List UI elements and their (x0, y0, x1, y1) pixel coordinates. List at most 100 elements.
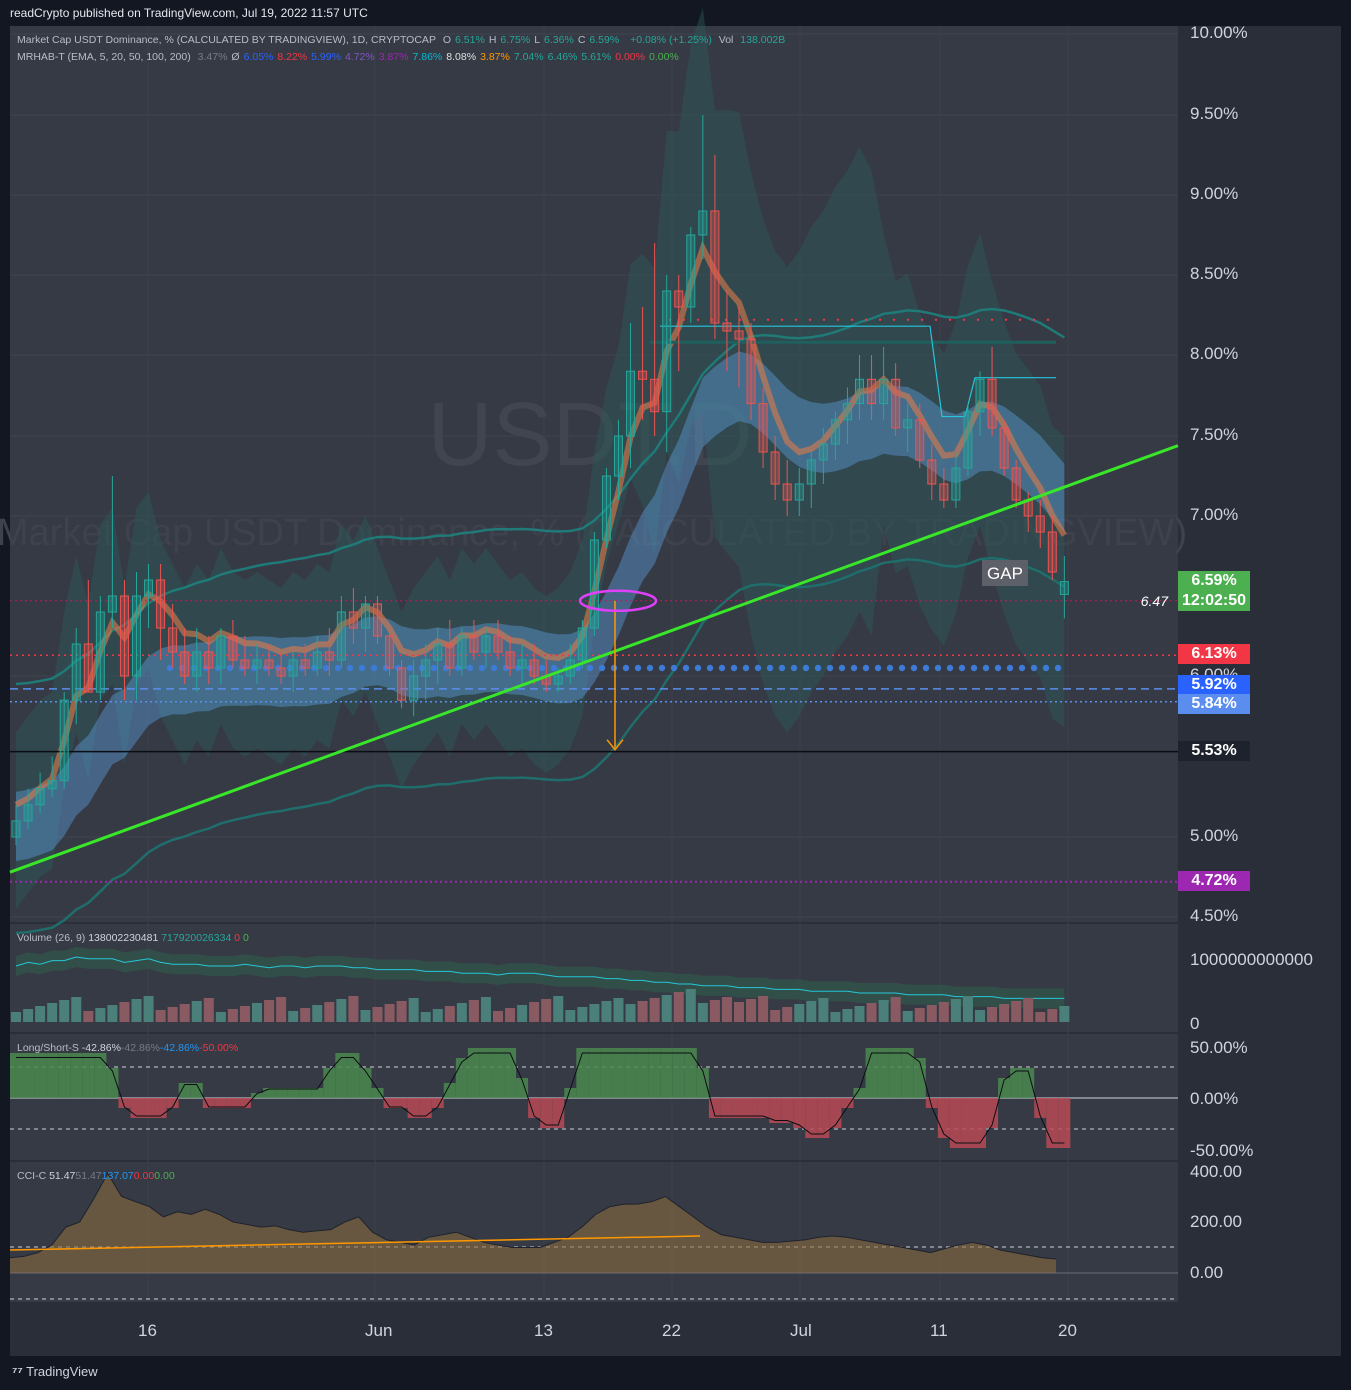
volume-legend[interactable]: Volume (26, 9) 138002230481 717920026334… (17, 932, 249, 944)
footer-label: TradingView (26, 1364, 98, 1379)
candle-body (686, 234, 696, 308)
resistance-dot (1004, 318, 1008, 321)
ls-bar (58, 1053, 71, 1098)
candle-body (903, 419, 913, 429)
candle-body (1035, 515, 1045, 533)
ls-legend[interactable]: Long/Short-S -42.86%-42.86%-42.86%-50.00… (17, 1042, 238, 1054)
support-dot (754, 664, 762, 672)
volume-title: Volume (26, 9) (17, 932, 86, 944)
ls-bar (347, 1053, 360, 1098)
volume-bar (950, 999, 961, 1022)
ema-fast-orange (14, 240, 1067, 808)
volume-bar (625, 1004, 636, 1022)
volume-bar (384, 1004, 395, 1022)
volume-bar (239, 1006, 250, 1022)
ls-bar (323, 1068, 336, 1098)
candle-body (83, 643, 93, 693)
volume-bar (505, 1008, 516, 1022)
candle-body (722, 322, 732, 332)
candle-body (312, 651, 322, 669)
candle-body (433, 643, 443, 661)
cci-value-2: 137.07 (101, 1170, 134, 1182)
candle-body (710, 210, 720, 324)
volume-bar (35, 1006, 46, 1022)
tradingview-logo[interactable]: ⁷⁷ TradingView (12, 1364, 98, 1379)
candle-body (95, 611, 105, 693)
price-tag-value: 6.59% (1191, 571, 1237, 589)
support-dot (622, 664, 630, 672)
volume-bar (155, 1010, 166, 1022)
volume-bar (23, 1009, 34, 1022)
candle-body (264, 659, 274, 669)
volume-bar (589, 1004, 600, 1022)
candle-body (794, 483, 804, 501)
symbol-name: Market Cap USDT Dominance, % (CALCULATED… (17, 34, 436, 46)
resistance-dot (990, 318, 994, 321)
ls-bar (431, 1098, 444, 1108)
volume-v2: 717920026334 (161, 932, 232, 944)
volume-bar (396, 1001, 407, 1022)
volume-bar (119, 1002, 130, 1022)
gap-label-bg (982, 560, 1028, 586)
cci-legend[interactable]: CCI-C 51.4751.47137.070.000.00 (17, 1170, 175, 1182)
volume-axis-zero: 0 (1190, 1014, 1200, 1033)
volume-bar (493, 1011, 503, 1022)
ls-bar (624, 1048, 637, 1098)
published-line: readCrypto published on TradingView.com,… (10, 6, 368, 20)
support-dot (814, 664, 822, 672)
ls-bar (516, 1078, 529, 1098)
volume-bar (866, 1003, 877, 1022)
vol-label: Vol (718, 34, 734, 46)
volume-bar (902, 1011, 913, 1022)
ls-bar (118, 1098, 131, 1108)
candle-body (59, 699, 69, 782)
ls-values: -42.86%-42.86%-42.86%-50.00% (82, 1042, 238, 1054)
time-axis-label: 11 (930, 1321, 948, 1340)
ls-value-3: -50.00% (199, 1042, 239, 1054)
volume-bar (1059, 1006, 1070, 1022)
gap-ellipse (578, 589, 658, 613)
volume-bar (709, 1000, 720, 1022)
candle-body (951, 467, 961, 501)
ls-bar (467, 1048, 480, 1098)
ls-bar (865, 1048, 878, 1098)
support-dot (358, 664, 366, 672)
symbol-legend[interactable]: Market Cap USDT Dominance, % (CALCULATED… (17, 34, 789, 46)
price-tag-4: 5.53% (1178, 740, 1250, 761)
candle-body (144, 579, 154, 597)
cci-signal-line (9, 1235, 701, 1251)
volume-bar (770, 1010, 781, 1022)
indicator-legend[interactable]: MRHAB-T (EMA, 5, 20, 50, 100, 200) 3.47%… (17, 51, 687, 63)
ls-bar (974, 1098, 986, 1148)
candle-body (360, 603, 370, 629)
support-dot (886, 664, 894, 672)
volume-bar (577, 1007, 588, 1022)
support-dot (946, 664, 954, 672)
indicator-value-0: 3.47% (197, 51, 228, 63)
indicator-value-5: 4.72% (344, 51, 375, 63)
ohlc-value-C: 6.59% (589, 34, 620, 46)
volume-bar (47, 1003, 58, 1022)
volume-bar (1035, 1012, 1046, 1022)
price-axis-label: 9.50% (1190, 104, 1239, 123)
candle-body (216, 635, 226, 669)
resistance-dot (808, 318, 812, 321)
ls-bar (94, 1053, 107, 1098)
candle-body (626, 370, 636, 437)
volume-bar (143, 996, 154, 1022)
volume-bar (938, 1002, 949, 1022)
ohlc-key-H: H (488, 34, 497, 46)
volume-bar (300, 1008, 311, 1022)
volume-bar (987, 1007, 998, 1022)
support-dot (406, 664, 414, 672)
volume-bar (480, 997, 491, 1022)
ls-bar (238, 1098, 251, 1108)
volume-bar (673, 992, 684, 1022)
support-dot (658, 664, 666, 672)
ls-bar (371, 1088, 384, 1098)
candle-body (529, 659, 539, 677)
indicator-value-14: 0.00% (648, 51, 679, 63)
price-tag-0: 6.59% 12:02:50 (1178, 570, 1250, 611)
ls-bar (600, 1048, 613, 1098)
